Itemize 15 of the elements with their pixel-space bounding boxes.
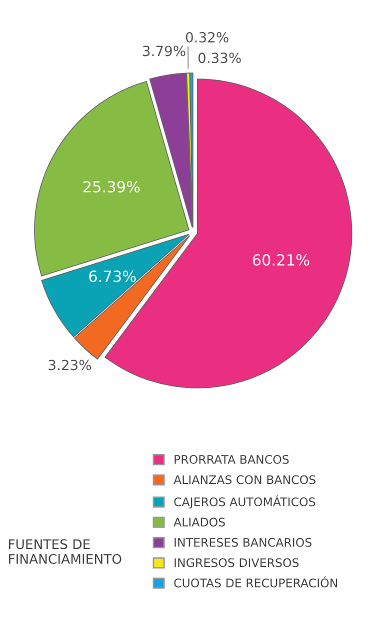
data-label: 3.23% (48, 360, 92, 370)
legend-label: CUOTAS DE RECUPERACIÓN (174, 576, 338, 588)
data-label: 0.33% (198, 52, 241, 64)
legend-label: CAJEROS AUTOMÁTICOS (174, 495, 316, 508)
legend-title: FUENTES DE FINANCIAMIENTO (9, 539, 122, 564)
data-label: 6.73% (89, 270, 136, 282)
legend-label: INTERESES BANCARIOS (174, 538, 312, 547)
legend-label: PRORRATA BANCOS (174, 454, 289, 464)
data-label: 3.79% (142, 46, 186, 56)
data-label: 0.32% (186, 32, 228, 43)
data-label: 25.39% (83, 180, 140, 193)
data-label: 60.21% (252, 254, 310, 266)
legend-label: ALIADOS (174, 518, 225, 527)
legend-label: ALIANZAS CON BANCOS (174, 475, 316, 484)
legend-label: INGRESOS DIVERSOS (174, 558, 299, 568)
